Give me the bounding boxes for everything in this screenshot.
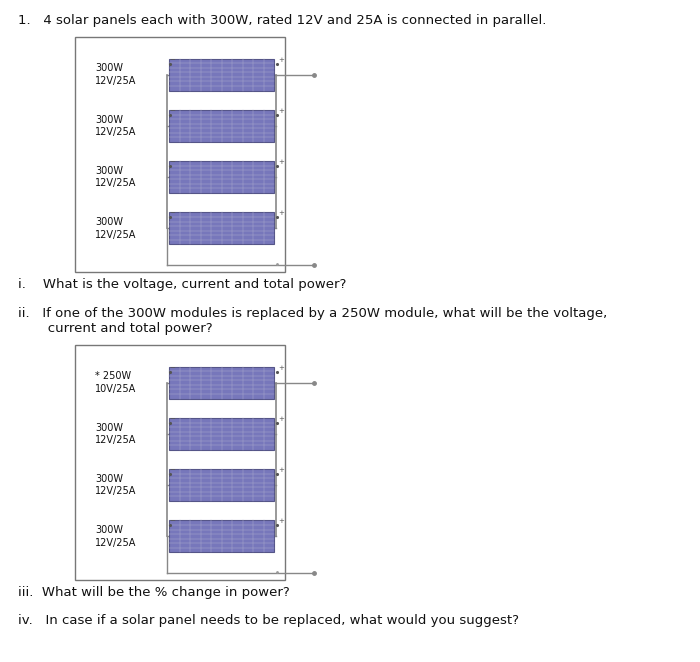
Text: −: − <box>169 518 175 524</box>
Bar <box>169 367 274 399</box>
Text: +: + <box>278 211 284 216</box>
Bar <box>169 110 274 142</box>
Text: −: − <box>169 159 175 165</box>
Text: iv.   In case if a solar panel needs to be replaced, what would you suggest?: iv. In case if a solar panel needs to be… <box>18 614 519 627</box>
Text: +: + <box>278 108 284 114</box>
Text: 1.   4 solar panels each with 300W, rated 12V and 25A is connected in parallel.: 1. 4 solar panels each with 300W, rated … <box>18 14 547 27</box>
Text: −: − <box>169 467 175 473</box>
Text: 300W
12V/25A: 300W 12V/25A <box>95 166 136 188</box>
Bar <box>169 520 274 552</box>
Bar <box>75 37 285 272</box>
Text: 300W
12V/25A: 300W 12V/25A <box>95 525 136 547</box>
Text: +: + <box>278 467 284 473</box>
Text: +: + <box>278 159 284 165</box>
Text: i.    What is the voltage, current and total power?: i. What is the voltage, current and tota… <box>18 278 346 291</box>
Text: 300W
12V/25A: 300W 12V/25A <box>95 217 136 240</box>
Text: +: + <box>278 416 284 422</box>
Text: −: − <box>169 416 175 422</box>
Text: 300W
12V/25A: 300W 12V/25A <box>95 422 136 445</box>
Text: current and total power?: current and total power? <box>18 322 213 335</box>
Text: ii.   If one of the 300W modules is replaced by a 250W module, what will be the : ii. If one of the 300W modules is replac… <box>18 307 608 320</box>
Text: −: − <box>169 211 175 216</box>
Text: 300W
12V/25A: 300W 12V/25A <box>95 474 136 496</box>
Text: +: + <box>278 518 284 524</box>
Bar <box>169 213 274 244</box>
Text: −: − <box>169 365 175 371</box>
Text: 300W
12V/25A: 300W 12V/25A <box>95 115 136 137</box>
Text: * 250W
10V/25A: * 250W 10V/25A <box>95 371 136 394</box>
Text: 300W
12V/25A: 300W 12V/25A <box>95 64 136 86</box>
Text: +: + <box>278 56 284 62</box>
Bar <box>169 469 274 501</box>
Bar <box>169 59 274 91</box>
Bar <box>75 345 285 580</box>
Bar <box>169 162 274 193</box>
Bar <box>169 418 274 449</box>
Text: iii.  What will be the % change in power?: iii. What will be the % change in power? <box>18 586 290 599</box>
Text: −: − <box>169 108 175 114</box>
Text: +: + <box>278 365 284 371</box>
Text: −: − <box>169 56 175 62</box>
